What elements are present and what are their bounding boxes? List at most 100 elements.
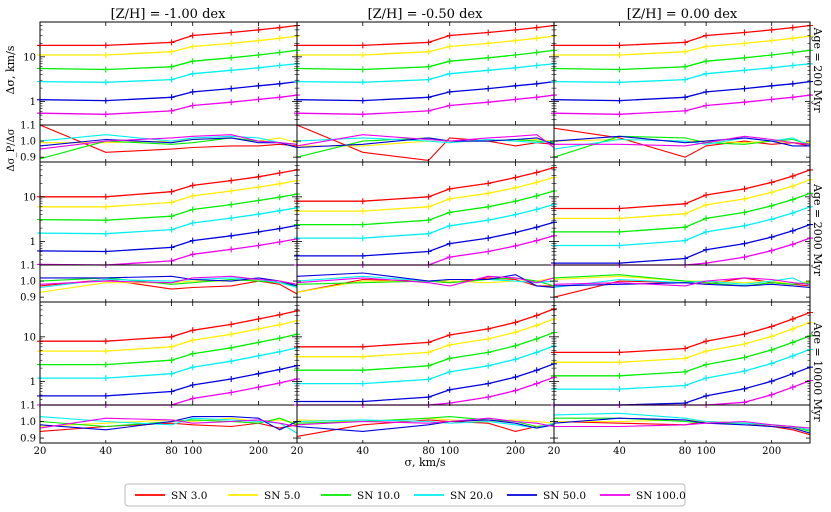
data-point-sn-10.0 [789, 339, 796, 346]
data-point-sn-20.0 [789, 62, 796, 69]
data-point-sn-3.0 [168, 188, 175, 195]
data-point-sn-50.0 [789, 227, 796, 234]
data-point-sn-3.0 [102, 193, 109, 200]
data-point-sn-5.0 [168, 48, 175, 55]
series-line-sn-50.0 [40, 364, 298, 397]
ratio-panel-frame [296, 404, 555, 444]
data-point-sn-50.0 [425, 248, 432, 255]
data-point-sn-100.0 [189, 251, 196, 258]
ratio-line-sn-100.0 [554, 420, 811, 429]
data-point-sn-50.0 [703, 246, 710, 253]
data-point-sn-20.0 [512, 64, 519, 71]
x-tick-label: 100 [440, 446, 459, 457]
data-point-sn-5.0 [276, 35, 283, 42]
data-point-sn-20.0 [359, 380, 366, 387]
ratio-panel-frame [296, 124, 555, 163]
column-title-2: [Z/H] = -0.50 dex [368, 7, 484, 22]
data-point-sn-5.0 [512, 329, 519, 336]
data-point-sn-50.0 [189, 237, 196, 244]
data-point-sn-100.0 [768, 96, 775, 103]
data-point-sn-100.0 [533, 94, 540, 101]
y-tick-label: 10 [23, 192, 36, 203]
data-point-sn-20.0 [533, 62, 540, 69]
data-point-sn-3.0 [228, 177, 235, 184]
data-point-sn-5.0 [703, 348, 710, 355]
panel-r2-c2: 20 40 80 100 200 [548, 301, 813, 457]
data-point-sn-5.0 [446, 341, 453, 348]
legend-frame [124, 483, 686, 507]
data-point-sn-3.0 [255, 316, 262, 322]
panel-r0-c2 [551, 21, 813, 163]
series-line-sn-3.0 [297, 308, 555, 348]
data-point-sn-10.0 [228, 344, 235, 351]
ratio-line-sn-3.0 [39, 124, 298, 153]
data-point-sn-3.0 [189, 327, 196, 334]
data-point-sn-20.0 [682, 76, 689, 83]
series-line-sn-5.0 [554, 35, 811, 56]
data-point-sn-20.0 [228, 215, 235, 222]
data-point-sn-5.0 [189, 43, 196, 50]
data-point-sn-50.0 [789, 80, 796, 87]
legend-label-sn-20.0: SN 20.0 [450, 490, 493, 502]
data-point-sn-10.0 [512, 342, 519, 349]
column-title-1: [Z/H] = -1.00 dex [111, 7, 227, 22]
ratio-line-sn-10.0 [39, 417, 298, 428]
ratio-line-sn-50.0 [553, 282, 811, 289]
y-axis-label-main: Δσ, km/s [4, 45, 17, 94]
series-line-sn-50.0 [297, 363, 555, 403]
ratio-y-tick-label: 0.9 [20, 434, 36, 445]
data-point-sn-100.0 [168, 107, 175, 114]
data-point-sn-100.0 [276, 380, 283, 386]
data-point-sn-20.0 [741, 67, 748, 74]
data-point-sn-5.0 [359, 208, 366, 215]
row-title-1: Age = 200 Myr [811, 27, 824, 114]
data-point-sn-50.0 [102, 392, 109, 399]
data-point-sn-5.0 [189, 337, 196, 344]
data-point-sn-3.0 [703, 192, 710, 198]
ratio-y-tick-label: 1.1 [20, 261, 36, 272]
y-axis-labels: Δσ, km/s Δσ_P/Δσ [4, 45, 17, 171]
data-point-sn-20.0 [102, 230, 109, 237]
data-point-sn-5.0 [446, 195, 453, 202]
data-point-sn-5.0 [276, 321, 283, 328]
series-line-sn-5.0 [297, 318, 555, 358]
data-point-sn-10.0 [741, 54, 748, 61]
series-line-sn-50.0 [39, 224, 298, 253]
data-point-sn-100.0 [768, 391, 775, 398]
x-tick-label: 20 [34, 446, 47, 457]
data-point-sn-3.0 [425, 339, 432, 346]
series-line-sn-10.0 [297, 331, 555, 371]
data-point-sn-20.0 [703, 375, 710, 382]
data-point-sn-3.0 [485, 325, 492, 332]
data-point-sn-50.0 [741, 85, 748, 92]
series-line-sn-5.0 [297, 176, 555, 212]
data-point-sn-100.0 [512, 96, 519, 103]
data-point-sn-5.0 [102, 203, 109, 210]
ratio-line-sn-5.0 [39, 417, 298, 428]
data-point-sn-20.0 [189, 364, 196, 371]
panel-r1-c2 [551, 161, 813, 303]
column-title-3: [Z/H] = 0.00 dex [627, 7, 738, 22]
data-point-sn-3.0 [703, 32, 710, 39]
series-line-sn-5.0 [40, 35, 298, 56]
data-point-sn-50.0 [102, 248, 109, 255]
data-point-sn-3.0 [616, 42, 623, 49]
data-point-sn-10.0 [533, 335, 540, 342]
data-point-sn-20.0 [485, 67, 492, 74]
x-tick-label: 40 [613, 446, 626, 457]
x-tick-label: 80 [679, 446, 692, 457]
data-point-sn-5.0 [741, 195, 748, 202]
panel-r1-c1 [294, 161, 557, 303]
data-point-sn-10.0 [703, 58, 710, 65]
ratio-y-tick-label: 0.9 [20, 153, 36, 164]
data-point-sn-100.0 [255, 384, 262, 391]
data-point-sn-10.0 [512, 198, 519, 205]
series-line-sn-3.0 [40, 169, 298, 198]
series-line-sn-5.0 [554, 321, 811, 363]
data-point-sn-50.0 [682, 255, 689, 262]
ratio-y-tick-label: 1.0 [20, 137, 36, 148]
data-point-sn-50.0 [512, 374, 519, 381]
data-point-sn-3.0 [616, 205, 623, 212]
panel-r2-c1: 20 40 80 100 200 [291, 301, 557, 457]
data-point-sn-100.0 [485, 99, 492, 106]
